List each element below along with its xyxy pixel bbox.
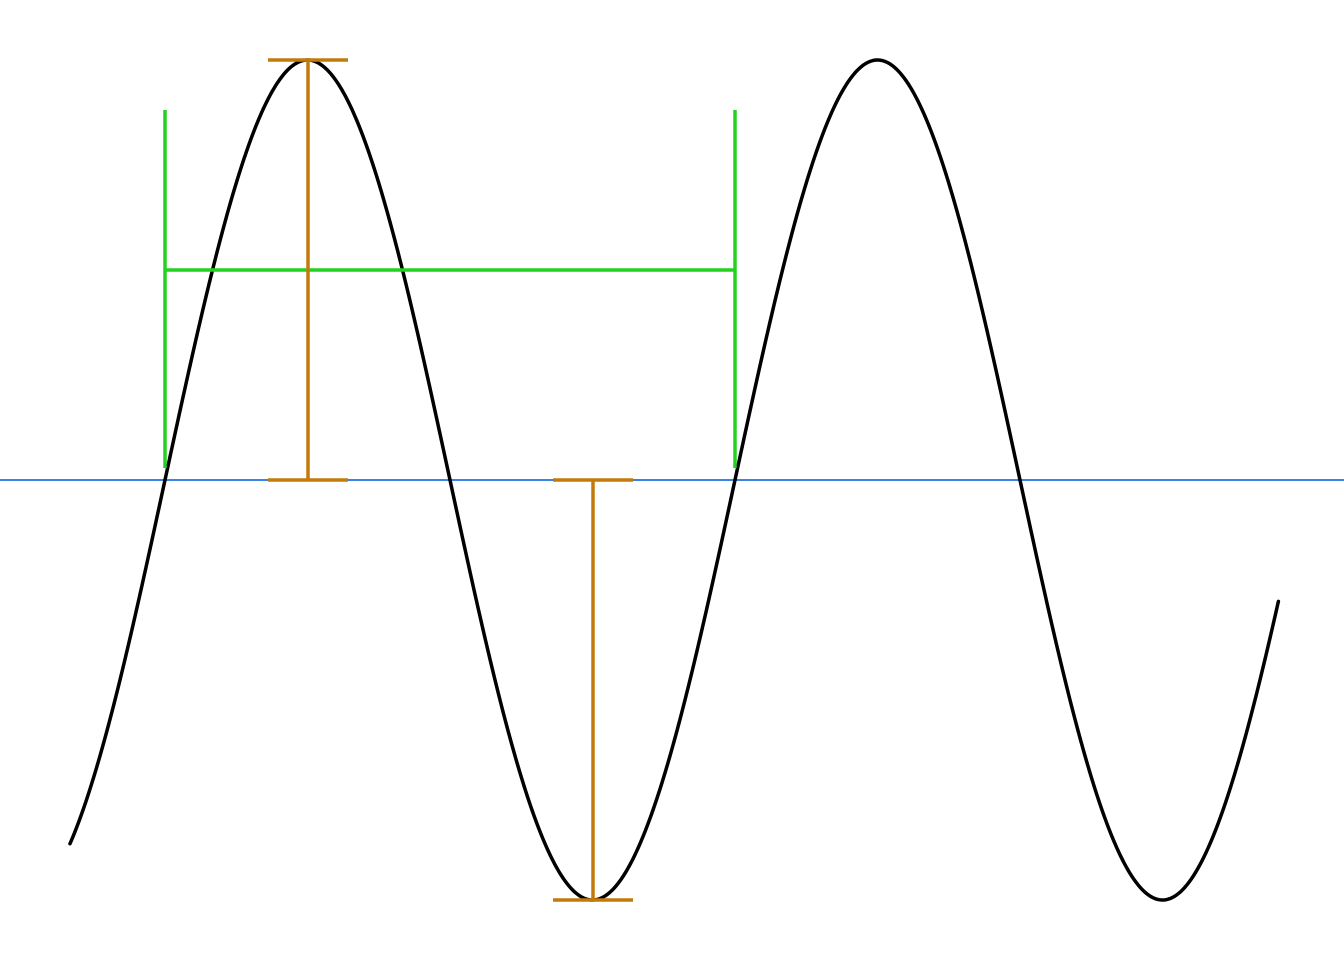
amplitude-marker-trough xyxy=(553,480,633,900)
wavelength-marker xyxy=(165,110,735,468)
wave-diagram xyxy=(0,0,1344,960)
